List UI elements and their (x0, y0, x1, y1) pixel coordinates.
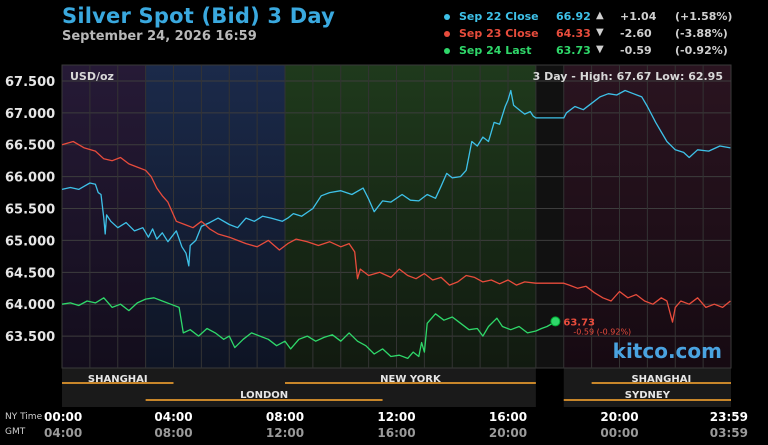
x-tick-label-ny: 16:00 (489, 410, 527, 424)
arrow-down-icon: ▼ (596, 27, 604, 38)
range-label: 3 Day - High: 67.67 Low: 62.95 (533, 70, 723, 83)
legend-change: -0.59 (620, 44, 652, 57)
legend-percent: (+1.58%) (675, 10, 733, 23)
legend-name: Sep 24 Last (459, 44, 532, 57)
legend-change: -2.60 (620, 27, 652, 40)
closed-gap (535, 368, 564, 407)
legend-dot-icon (444, 48, 450, 54)
y-tick-label: 66.000 (5, 171, 55, 186)
legend-value: 64.33 (556, 27, 591, 40)
legend-percent: (-3.88%) (675, 27, 728, 40)
chart-title: Silver Spot (Bid) 3 Day (62, 4, 335, 28)
legend-change: +1.04 (620, 10, 657, 23)
session-label: SHANGHAI (631, 374, 691, 385)
session-label: LONDON (240, 390, 288, 401)
legend-value: 63.73 (556, 44, 591, 57)
x-tick-label-gmt: 20:00 (489, 426, 527, 440)
legend-item-sep23: Sep 23 Close 64.33 ▼ -2.60 (-3.88%) (444, 25, 744, 42)
x-tick-label-ny: 12:00 (377, 410, 415, 424)
x-row-label-ny: NY Time (5, 412, 43, 422)
x-tick-label-ny: 00:00 (44, 410, 82, 424)
y-tick-label: 64.500 (5, 266, 55, 281)
legend-name: Sep 23 Close (459, 27, 539, 40)
y-tick-label: 64.000 (5, 298, 55, 313)
y-tick-label: 65.500 (5, 203, 55, 218)
legend: Sep 22 Close 66.92 ▲ +1.04 (+1.58%) Sep … (444, 8, 744, 59)
last-price-dot (550, 316, 561, 327)
chart-timestamp: September 24, 2026 16:59 (62, 29, 257, 44)
legend-dot-icon (444, 14, 450, 20)
y-tick-label: 63.500 (5, 330, 55, 345)
arrow-up-icon: ▲ (596, 10, 604, 21)
x-tick-label-ny: 20:00 (600, 410, 638, 424)
x-tick-label-gmt: 00:00 (600, 426, 638, 440)
session-label: SYDNEY (625, 390, 671, 401)
legend-value: 66.92 (556, 10, 591, 23)
x-tick-label-gmt: 03:59 (710, 426, 748, 440)
x-tick-label-gmt: 16:00 (377, 426, 415, 440)
watermark-logo: kitco.com (613, 339, 722, 363)
y-tick-label: 66.500 (5, 139, 55, 154)
series-line-1 (61, 89, 731, 267)
legend-item-sep22: Sep 22 Close 66.92 ▲ +1.04 (+1.58%) (444, 8, 744, 25)
x-tick-label-gmt: 08:00 (154, 426, 192, 440)
x-tick-label-ny: 08:00 (266, 410, 304, 424)
unit-label: USD/oz (70, 70, 114, 83)
x-tick-label-gmt: 12:00 (266, 426, 304, 440)
y-tick-label: 67.500 (5, 75, 55, 90)
y-tick-label: 65.000 (5, 234, 55, 249)
session-band (535, 65, 564, 368)
series-line-3 (61, 297, 556, 360)
legend-item-sep24: Sep 24 Last 63.73 ▼ -0.59 (-0.92%) (444, 42, 744, 59)
legend-dot-icon (444, 31, 450, 37)
x-tick-label-gmt: 04:00 (44, 426, 82, 440)
legend-percent: (-0.92%) (675, 44, 728, 57)
last-price-label: 63.73 (563, 317, 595, 328)
x-tick-label-ny: 04:00 (154, 410, 192, 424)
session-label: NEW YORK (380, 374, 442, 385)
x-tick-label-ny: 23:59 (710, 410, 748, 424)
session-label: SHANGHAI (88, 374, 148, 385)
x-row-label-gmt: GMT (5, 427, 26, 437)
y-tick-label: 67.000 (5, 107, 55, 122)
last-change-label: -0.59 (-0.92%) (573, 327, 631, 336)
legend-name: Sep 22 Close (459, 10, 539, 23)
series-line-2 (61, 140, 731, 323)
arrow-down-icon: ▼ (596, 44, 604, 55)
session-band (285, 65, 536, 368)
